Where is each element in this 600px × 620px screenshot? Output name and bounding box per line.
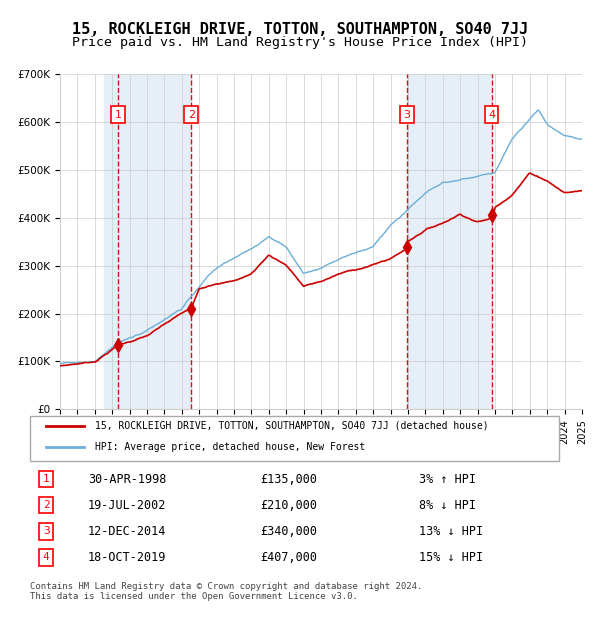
Text: Contains HM Land Registry data © Crown copyright and database right 2024.
This d: Contains HM Land Registry data © Crown c…	[30, 582, 422, 601]
Text: 1: 1	[43, 474, 50, 484]
Text: 1: 1	[115, 110, 121, 120]
Text: 4: 4	[488, 110, 495, 120]
Text: £210,000: £210,000	[260, 498, 318, 511]
FancyBboxPatch shape	[30, 417, 559, 461]
Text: HPI: Average price, detached house, New Forest: HPI: Average price, detached house, New …	[95, 442, 365, 452]
Text: £340,000: £340,000	[260, 525, 318, 538]
Text: 15, ROCKLEIGH DRIVE, TOTTON, SOUTHAMPTON, SO40 7JJ (detached house): 15, ROCKLEIGH DRIVE, TOTTON, SOUTHAMPTON…	[95, 420, 488, 431]
Text: 2: 2	[188, 110, 195, 120]
Text: 15% ↓ HPI: 15% ↓ HPI	[419, 551, 483, 564]
Text: 18-OCT-2019: 18-OCT-2019	[88, 551, 166, 564]
Text: 30-APR-1998: 30-APR-1998	[88, 472, 166, 485]
Text: 13% ↓ HPI: 13% ↓ HPI	[419, 525, 483, 538]
Text: 3% ↑ HPI: 3% ↑ HPI	[419, 472, 476, 485]
Bar	[407, 74, 491, 409]
Text: 4: 4	[43, 552, 50, 562]
Text: 15, ROCKLEIGH DRIVE, TOTTON, SOUTHAMPTON, SO40 7JJ: 15, ROCKLEIGH DRIVE, TOTTON, SOUTHAMPTON…	[72, 22, 528, 37]
Text: £407,000: £407,000	[260, 551, 318, 564]
Text: 12-DEC-2014: 12-DEC-2014	[88, 525, 166, 538]
Text: 19-JUL-2002: 19-JUL-2002	[88, 498, 166, 511]
Text: 2: 2	[43, 500, 50, 510]
Text: 3: 3	[404, 110, 410, 120]
Text: 3: 3	[43, 526, 50, 536]
Text: Price paid vs. HM Land Registry's House Price Index (HPI): Price paid vs. HM Land Registry's House …	[72, 36, 528, 49]
Text: 8% ↓ HPI: 8% ↓ HPI	[419, 498, 476, 511]
Text: £135,000: £135,000	[260, 472, 318, 485]
Bar	[104, 74, 191, 409]
